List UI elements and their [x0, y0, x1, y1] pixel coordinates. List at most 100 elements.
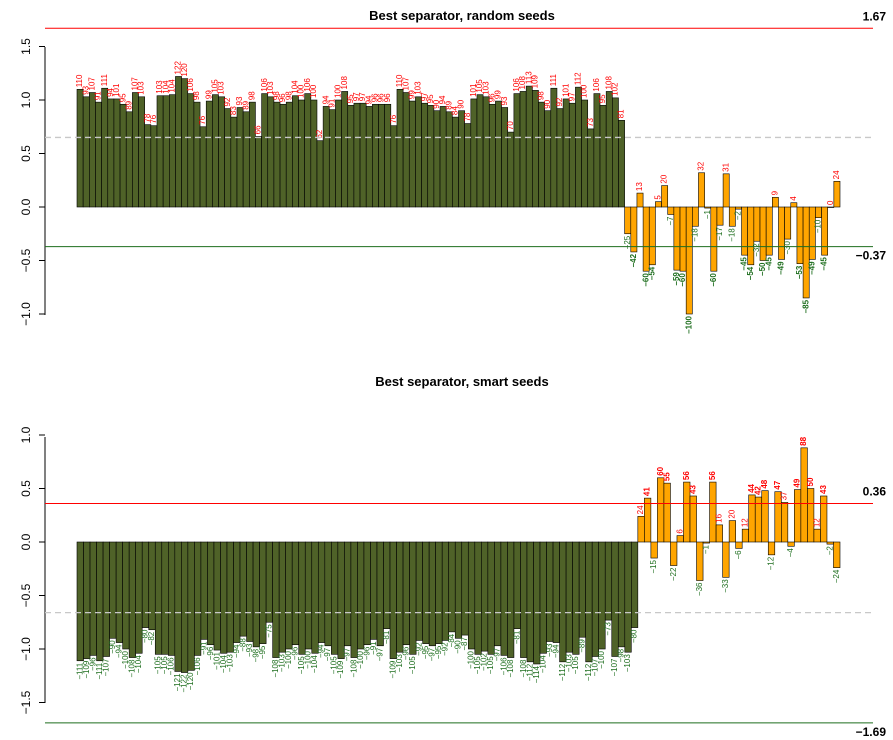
bar-data-label: 84 — [451, 106, 460, 115]
bar — [539, 541, 547, 654]
bar-data-label: −114 — [532, 665, 541, 683]
bar-data-label: −107 — [610, 658, 619, 677]
bar-data-label: −45 — [740, 257, 749, 271]
bar — [765, 206, 773, 256]
bar — [267, 96, 275, 208]
bar — [794, 489, 802, 543]
bar — [363, 541, 371, 646]
bar — [500, 541, 508, 656]
bar — [655, 201, 662, 208]
bar-data-label: −60 — [678, 273, 687, 287]
bar — [663, 482, 671, 543]
bar — [507, 131, 515, 208]
bar — [644, 497, 652, 543]
bar-data-label: 66 — [254, 125, 263, 134]
bar-data-label: 107 — [401, 77, 410, 91]
bar — [702, 541, 710, 544]
bar — [372, 103, 379, 208]
bar-data-label: −107 — [591, 658, 600, 677]
bar-data-label: 95 — [346, 94, 355, 103]
bar — [556, 108, 564, 208]
bar-data-label: −92 — [414, 642, 423, 656]
bar-data-label: 44 — [747, 483, 756, 492]
bar-data-label: 93 — [81, 85, 90, 94]
bar-data-label: −95 — [258, 645, 267, 659]
bar — [285, 101, 293, 208]
bar-data-label: 89 — [444, 100, 453, 109]
bar — [213, 541, 221, 651]
bar-data-label: −93 — [245, 643, 254, 657]
bar — [324, 541, 332, 647]
bar-data-label: 42 — [754, 486, 763, 495]
bar-data-label: 55 — [662, 472, 671, 481]
bar-data-label: 95 — [598, 94, 607, 103]
bar — [396, 89, 404, 208]
bar-data-label: −49 — [807, 261, 816, 275]
bar — [464, 123, 472, 208]
bar — [95, 101, 102, 208]
bar-data-label: −103 — [564, 654, 573, 673]
bar — [572, 541, 580, 655]
bar-data-label: −54 — [647, 266, 656, 280]
bar — [265, 541, 273, 623]
bar — [618, 120, 625, 208]
bar — [741, 528, 749, 543]
bar-data-label: 49 — [793, 478, 802, 487]
bar — [728, 206, 736, 227]
bar — [376, 541, 384, 647]
bar-data-label: −111 — [75, 662, 84, 679]
bar — [113, 98, 121, 208]
bar-data-label: 102 — [611, 82, 620, 96]
bar — [787, 541, 795, 547]
bar — [513, 541, 521, 629]
bar-data-label: −60 — [709, 273, 718, 287]
bar-data-label: −96 — [206, 646, 215, 660]
bar — [194, 541, 202, 656]
bar — [428, 541, 436, 647]
bar-data-label: −36 — [695, 582, 704, 596]
bar — [544, 110, 552, 208]
bar — [648, 206, 656, 266]
bar-data-label: 70 — [506, 121, 515, 130]
bar — [624, 206, 632, 235]
bar-data-label: 105 — [475, 79, 484, 93]
bar — [481, 541, 489, 652]
bar-data-label: 108 — [518, 76, 527, 90]
bar — [128, 541, 136, 658]
bar — [454, 541, 463, 639]
bar-data-label: −112 — [584, 663, 593, 681]
bar — [174, 541, 182, 672]
bar-data-label: −42 — [629, 253, 638, 267]
bar — [101, 87, 109, 208]
bar-data-label: 113 — [524, 71, 533, 84]
y-tick-label: 1.0 — [19, 91, 33, 108]
bar-data-label: 90 — [432, 99, 441, 108]
bar-data-label: 20 — [660, 174, 669, 183]
bar — [636, 192, 644, 208]
bar — [532, 90, 539, 208]
bar — [298, 541, 306, 655]
bar — [525, 85, 533, 208]
bar-data-label: 20 — [728, 509, 737, 518]
bar-data-label: 48 — [760, 479, 769, 488]
chart-title: Best separator, random seeds — [369, 8, 555, 23]
bar-data-label: −105 — [154, 656, 163, 675]
bar — [637, 516, 645, 543]
bar — [292, 95, 299, 208]
bar-data-label: 92 — [555, 97, 564, 106]
bar-data-label: 94 — [438, 95, 447, 104]
bar-data-label: −59 — [672, 272, 681, 286]
bar-data-label: −49 — [777, 261, 786, 275]
y-tick-label: 1.5 — [19, 38, 33, 55]
bar — [605, 91, 613, 208]
bar-data-label: −1 — [703, 210, 712, 220]
bar — [781, 502, 789, 543]
bar-data-label: 106 — [512, 78, 521, 92]
bar-data-label: −112 — [558, 663, 567, 681]
bar-data-label: 94 — [106, 87, 115, 96]
bar — [679, 206, 687, 272]
bar — [76, 89, 84, 208]
bar — [96, 541, 104, 662]
bar-data-label: −84 — [447, 633, 456, 647]
bar-data-label: 103 — [481, 81, 490, 95]
